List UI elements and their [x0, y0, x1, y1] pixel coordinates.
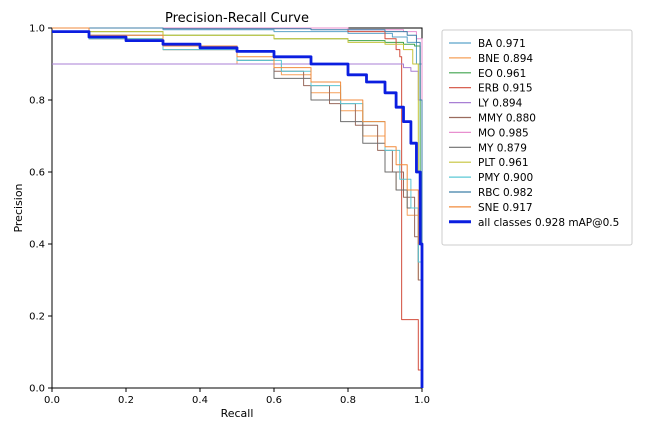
y-tick-label: 0.8	[29, 96, 45, 107]
legend-label-5: MMY 0.880	[478, 113, 536, 125]
series-line-12	[52, 30, 424, 388]
series-line-9	[52, 27, 423, 388]
legend-label-12: all classes 0.928 mAP@0.5	[478, 217, 619, 229]
series-line-6	[52, 27, 423, 388]
x-tick-label: 0.2	[118, 395, 134, 406]
series-line-11	[52, 27, 423, 388]
y-axis: 0.0 0.2 0.4 0.6 0.8 1.0	[29, 24, 52, 395]
series-line-8	[52, 27, 423, 388]
legend-label-10: RBC 0.982	[478, 187, 533, 199]
series-layer	[52, 27, 424, 388]
y-tick-label: 0.2	[29, 312, 45, 323]
x-tick-label: 1.0	[414, 395, 430, 406]
y-tick-label: 1.0	[29, 24, 45, 35]
legend-label-4: LY 0.894	[478, 98, 523, 110]
x-tick-label: 0.4	[192, 395, 208, 406]
legend-frame	[441, 29, 633, 246]
legend-label-9: PMY 0.900	[478, 172, 533, 184]
y-tick-label: 0.6	[29, 168, 45, 179]
legend-label-7: MY 0.879	[478, 142, 527, 154]
plot-area	[51, 27, 424, 389]
legend-label-1: BNE 0.894	[478, 53, 533, 65]
chart-title: Precision-Recall Curve	[165, 11, 309, 26]
y-axis-label: Precision	[12, 183, 25, 232]
legend-label-2: EO 0.961	[478, 68, 526, 80]
x-tick-label: 0.0	[44, 395, 60, 406]
legend-label-11: SNE 0.917	[478, 202, 533, 214]
x-tick-label: 0.8	[340, 395, 356, 406]
y-tick-label: 0.4	[29, 240, 45, 251]
x-axis: 0.0 0.2 0.4 0.6 0.8 1.0	[44, 388, 430, 406]
series-line-4	[52, 63, 423, 388]
legend-label-0: BA 0.971	[478, 38, 526, 50]
x-tick-label: 0.6	[266, 395, 282, 406]
x-axis-label: Recall	[221, 407, 254, 420]
y-tick-label: 0.0	[29, 384, 45, 395]
series-line-10	[52, 27, 423, 388]
legend-label-3: ERB 0.915	[478, 83, 533, 95]
legend-label-8: PLT 0.961	[478, 157, 529, 169]
legend: BA 0.971 BNE 0.894 EO 0.961 ERB 0.915 LY 0.8…	[441, 29, 633, 246]
legend-label-6: MO 0.985	[478, 127, 529, 139]
